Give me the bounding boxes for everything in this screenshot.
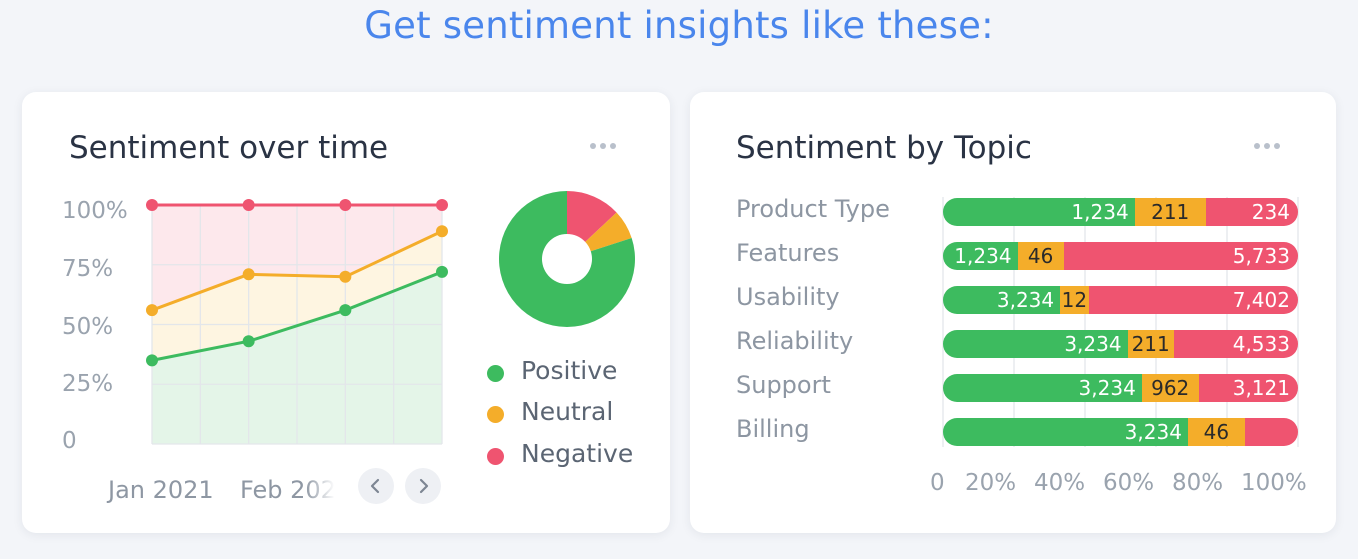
neutral-segment: 46 [1017,242,1064,270]
neutral-point [242,268,255,281]
positive-segment: 1,234 [943,198,1135,226]
topic-bar: 3,234 12 7,402 [943,286,1298,314]
topic-bar: 3,234 46 [943,418,1298,446]
neutral-slice [585,212,632,252]
negative-point [436,199,448,211]
topic-label: Billing [736,415,810,443]
neutral-point [339,270,352,283]
y-tick-label: 0 [62,428,77,454]
ellipsis-icon[interactable] [584,138,624,152]
topic-grid [942,197,1299,447]
negative-segment: 4,533 [1173,330,1298,358]
x-date-label: Jan 2021 [108,476,214,504]
positive-segment: 3,234 [943,330,1128,358]
positive-segment: 3,234 [943,286,1061,314]
neutral-series-line [151,229,443,312]
positive-dot-icon [487,365,504,382]
x-tick-label: 60% [1103,470,1155,496]
card-title: Sentiment by Topic [736,130,1032,166]
negative-segment: 5,733 [1063,242,1298,270]
negative-point [339,199,352,211]
topic-bar: 1,234 211 234 [943,198,1298,226]
positive-segment: 3,234 [943,374,1142,402]
negative-point [242,199,255,211]
positive-segment: 3,234 [943,418,1188,446]
x-tick-label: 40% [1034,470,1086,496]
sentiment-by-topic-card: Sentiment by Topic Product Type 1,234 211 2… [690,92,1336,533]
x-tick-label: 100% [1241,470,1307,496]
neutral-segment: 962 [1141,374,1199,402]
sentiment-donut-chart [499,191,635,327]
legend-label: Negative [521,439,634,468]
card-title: Sentiment over time [69,130,389,166]
y-tick-label: 25% [62,371,114,397]
negative-dot-icon [487,448,504,465]
topic-label: Features [736,239,840,267]
neutral-segment: 12 [1060,286,1089,314]
negative-slice [567,191,617,242]
neutral-segment: 46 [1187,418,1245,446]
positive-point [436,265,448,278]
legend-label: Positive [521,356,618,385]
positive-series-line [151,270,443,362]
positive-point [146,354,158,367]
legend-label: Neutral [521,397,614,426]
headline: Get sentiment insights like these: [364,4,994,47]
neutral-point [436,225,448,238]
x-tick-label: 80% [1172,470,1224,496]
negative-segment: 7,402 [1088,286,1298,314]
x-tick-label: 0 [930,470,945,496]
y-tick-label: 50% [62,314,114,340]
topic-label: Reliability [736,327,854,355]
positive-slice [499,191,635,327]
y-tick-label: 75% [62,256,114,282]
neutral-segment: 211 [1127,330,1174,358]
neutral-point [146,304,158,317]
y-tick-label: 100% [62,198,128,224]
topic-bar: 3,234 211 4,533 [943,330,1298,358]
positive-point [242,335,255,348]
negative-segment: 3,121 [1198,374,1298,402]
sentiment-line-chart [146,199,448,445]
topic-label: Support [736,371,831,399]
negative-segment [1244,418,1298,446]
x-tick-label: 20% [965,470,1017,496]
topic-label: Product Type [736,195,890,223]
chevron-right-icon[interactable] [405,468,441,504]
positive-segment: 1,234 [943,242,1018,270]
topic-bar: 3,234 962 3,121 [943,374,1298,402]
neutral-segment: 211 [1134,198,1206,226]
ellipsis-icon[interactable] [1248,138,1288,152]
chevron-left-icon[interactable] [358,468,394,504]
topic-label: Usability [736,283,840,311]
negative-segment: 234 [1205,198,1298,226]
x-date-label: Feb 202 [240,476,336,504]
sentiment-over-time-card: Sentiment over time 100% 75% 50% 25% 0 P… [22,92,670,533]
neutral-dot-icon [487,406,504,423]
topic-bar: 1,234 46 5,733 [943,242,1298,270]
positive-point [339,304,352,317]
negative-point [146,199,158,211]
